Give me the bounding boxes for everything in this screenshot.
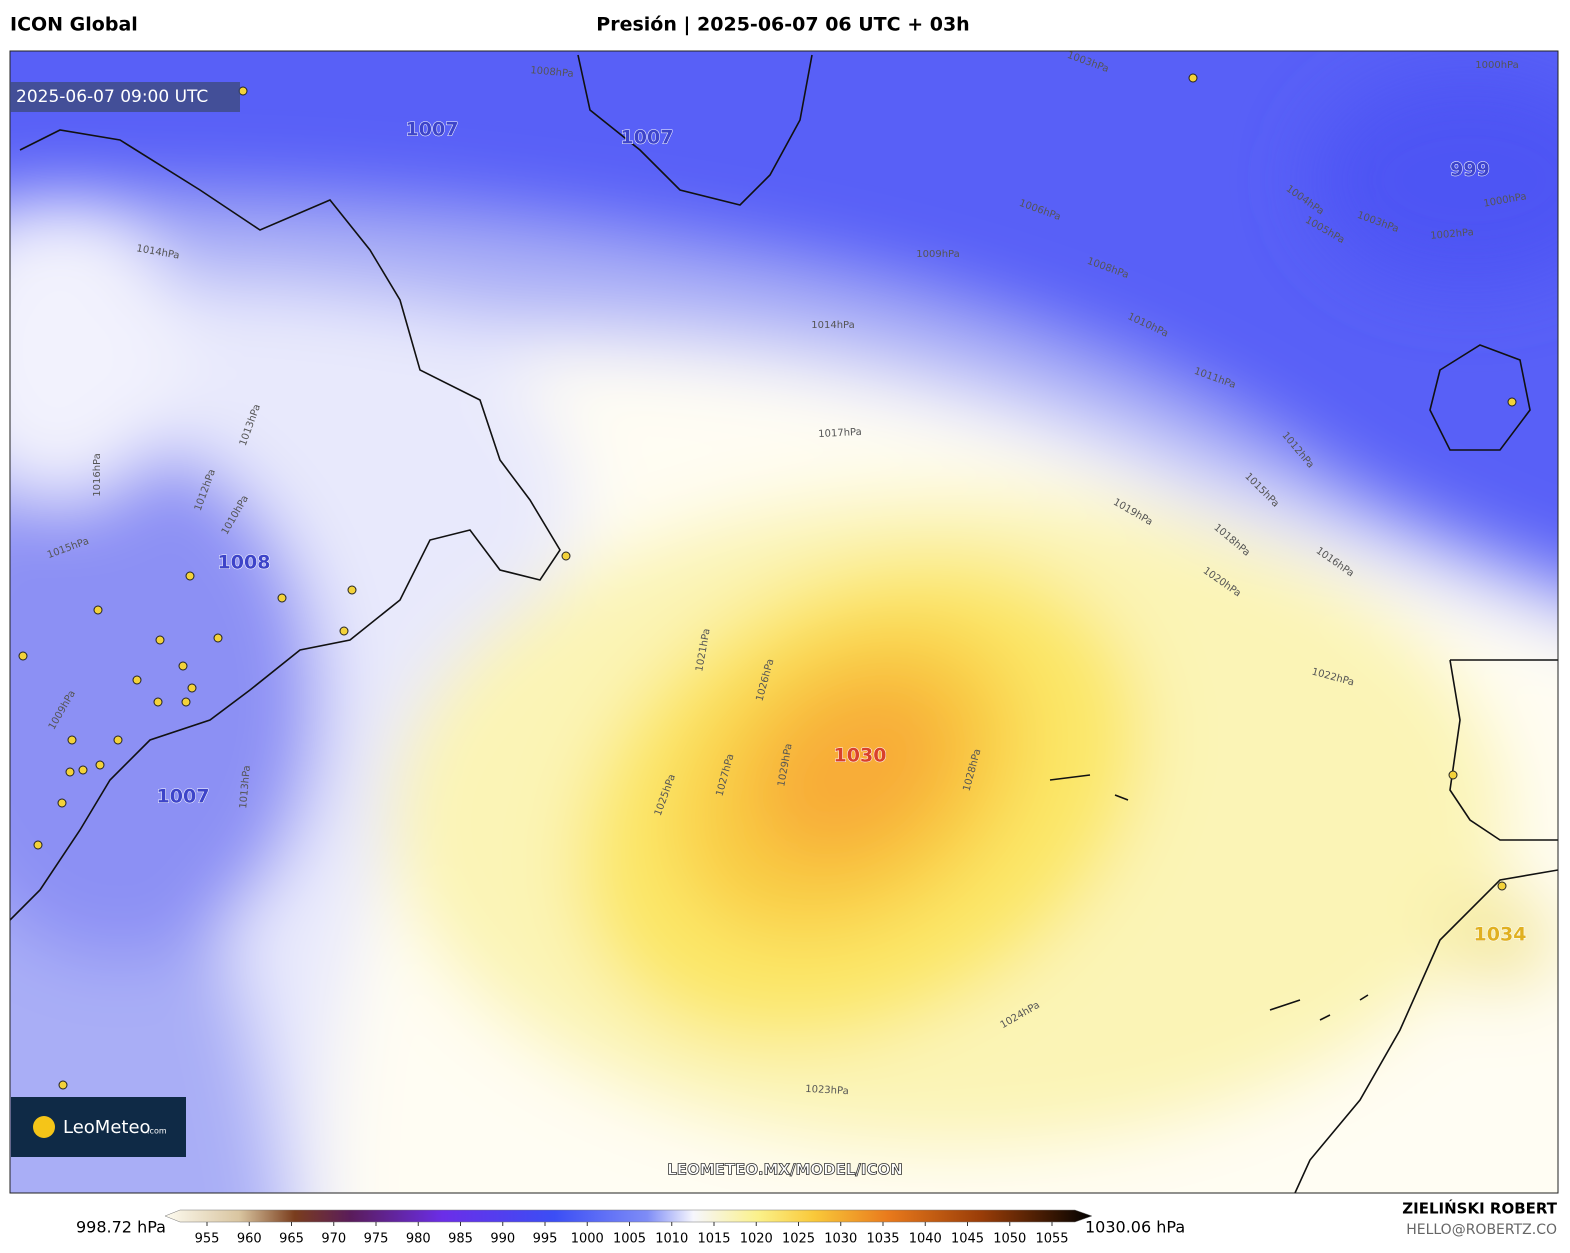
colorbar-tick-label: 1010 [655,1232,688,1247]
city-marker [1497,881,1507,891]
city-marker [155,635,165,645]
colorbar [164,1209,1093,1223]
city-marker [213,633,223,643]
coastlines [10,54,1558,1193]
pressure-center: 1008 [218,552,271,574]
city-marker [18,651,28,661]
colorbar-tick-label: 1020 [740,1232,773,1247]
city-marker [277,593,287,603]
logo-sun [33,1116,55,1138]
city-marker [57,798,67,808]
colorbar-tick-label: 970 [321,1232,346,1247]
city-marker [33,840,43,850]
city-marker [339,626,349,636]
isobar-label: 1000hPa [1475,60,1519,71]
city-marker [65,767,75,777]
colorbar-min: 998.72 hPa [76,1218,166,1237]
isobar-label: 1002hPa [1430,227,1474,242]
colorbar-tick-label: 1000 [571,1232,604,1247]
isobar-label: 1016hPa [92,453,103,497]
pressure-center: 1030 [834,745,887,767]
city-marker [238,86,248,96]
colorbar-tick-label: 1015 [697,1232,730,1247]
isobar-label: 1013hPa [238,765,253,809]
city-marker [78,765,88,775]
colorbar-tick-label: 975 [364,1232,389,1247]
pressure-center: 1007 [406,119,459,141]
city-marker [181,697,191,707]
city-marker [347,585,357,595]
city-marker [153,697,163,707]
colorbar-tick-label: 1050 [993,1232,1026,1247]
city-marker [1188,73,1198,83]
colorbar-tick-label: 1035 [866,1232,899,1247]
isobar-label: 1017hPa [818,427,862,440]
pressure-center: 1034 [1474,924,1527,946]
isobar-label: 1023hPa [805,1084,849,1097]
colorbar-tick-label: 980 [406,1232,431,1247]
city-marker [132,675,142,685]
city-marker [113,735,123,745]
colorbar-tick-label: 990 [490,1232,515,1247]
city-marker [178,661,188,671]
time-box [10,82,240,112]
watermark: LEOMETEO.MX/MODEL/ICON [667,1161,903,1179]
colorbar-tick-label: 965 [279,1232,304,1247]
isobar-label: 1014hPa [811,320,855,331]
valid-time: 2025-06-07 09:00 UTC [16,87,208,107]
isobar-label: 1009hPa [916,249,960,260]
pressure-center: 1007 [621,127,674,149]
isobar-label: 1008hPa [530,65,574,80]
map-frame [9,50,1559,1194]
city-marker [95,760,105,770]
city-marker [93,605,103,615]
colorbar-tick-label: 1025 [782,1232,815,1247]
colorbar-tick-label: 1045 [951,1232,984,1247]
colorbar-tick-label: 1040 [909,1232,942,1247]
colorbar-tick-label: 955 [195,1232,220,1247]
pressure-field: 1014hPa1016hPa1015hPa1013hPa1012hPa1010h… [10,51,1558,1193]
pressure-center: 999 [1450,159,1490,181]
city-marker [58,1080,68,1090]
logo-suffix: .com [147,1127,167,1136]
city-marker [185,571,195,581]
colorbar-tick-label: 1030 [824,1232,857,1247]
email: HELLO@ROBERTZ.CO [1406,1222,1557,1238]
model-name: ICON Global [10,14,138,36]
logo-name: LeoMeteo [63,1117,151,1138]
colorbar-tick-label: 1005 [613,1232,646,1247]
colorbar-tick-label: 960 [237,1232,262,1247]
city-marker [1448,770,1458,780]
colorbar-tick-label: 1055 [1035,1232,1068,1247]
author: ZIELIŃSKI ROBERT [1402,1199,1557,1218]
city-marker [1507,397,1517,407]
pressure-center: 1007 [157,786,210,808]
colorbar-tick-label: 985 [448,1232,473,1247]
city-marker [187,683,197,693]
city-marker [561,551,571,561]
colorbar-max: 1030.06 hPa [1085,1218,1185,1237]
map-title: Presión | 2025-06-07 06 UTC + 03h [596,14,969,36]
city-marker [67,735,77,745]
colorbar-tick-label: 995 [533,1232,558,1247]
